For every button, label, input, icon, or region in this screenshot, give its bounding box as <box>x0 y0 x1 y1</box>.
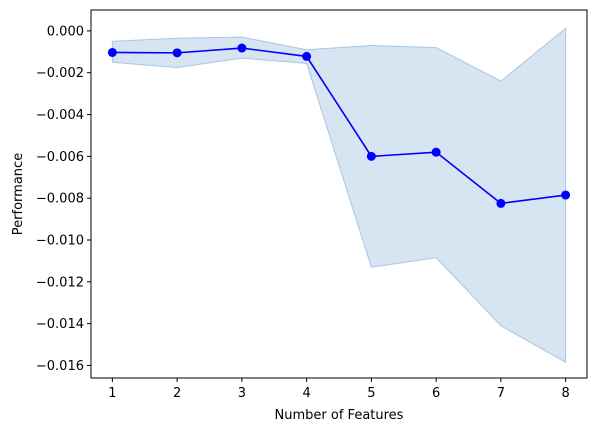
x-tick-label: 2 <box>173 386 181 401</box>
x-tick-label: 8 <box>561 386 569 401</box>
x-tick-label: 1 <box>108 386 116 401</box>
y-tick-label: −0.016 <box>36 359 84 374</box>
data-point <box>366 151 376 161</box>
x-tick-label: 3 <box>238 386 246 401</box>
y-tick-label: −0.004 <box>36 108 84 123</box>
x-tick-label: 7 <box>497 386 505 401</box>
x-tick-label: 5 <box>367 386 375 401</box>
data-point <box>172 48 182 58</box>
data-point <box>561 190 571 200</box>
y-tick-label: −0.014 <box>36 317 84 332</box>
x-tick-label: 4 <box>302 386 310 401</box>
y-tick-label: −0.012 <box>36 275 84 290</box>
data-points-layer <box>107 43 571 208</box>
y-tick-label: −0.006 <box>36 150 84 165</box>
data-point <box>431 147 441 157</box>
y-tick-label: −0.008 <box>36 192 84 207</box>
data-point <box>107 47 117 57</box>
x-axis-label: Number of Features <box>275 408 404 423</box>
data-point <box>237 43 247 53</box>
confidence-band-layer <box>111 27 567 364</box>
series-line-layer <box>112 47 566 205</box>
data-point <box>302 51 312 61</box>
plot-frame <box>90 9 588 379</box>
x-tick-label: 6 <box>432 386 440 401</box>
x-axis-ticks: 1 2 3 4 5 6 7 8 <box>108 378 570 401</box>
y-tick-label: −0.010 <box>36 234 84 249</box>
data-point <box>496 198 506 208</box>
y-tick-label: 0.000 <box>47 24 84 39</box>
y-axis-ticks: −0.016 −0.014 −0.012 −0.010 −0.008 −0.006 −0.0… <box>36 24 91 374</box>
y-tick-label: −0.002 <box>36 66 84 81</box>
series-line <box>112 47 566 205</box>
confidence-band <box>111 27 567 364</box>
y-axis-label: Performance <box>11 153 26 235</box>
